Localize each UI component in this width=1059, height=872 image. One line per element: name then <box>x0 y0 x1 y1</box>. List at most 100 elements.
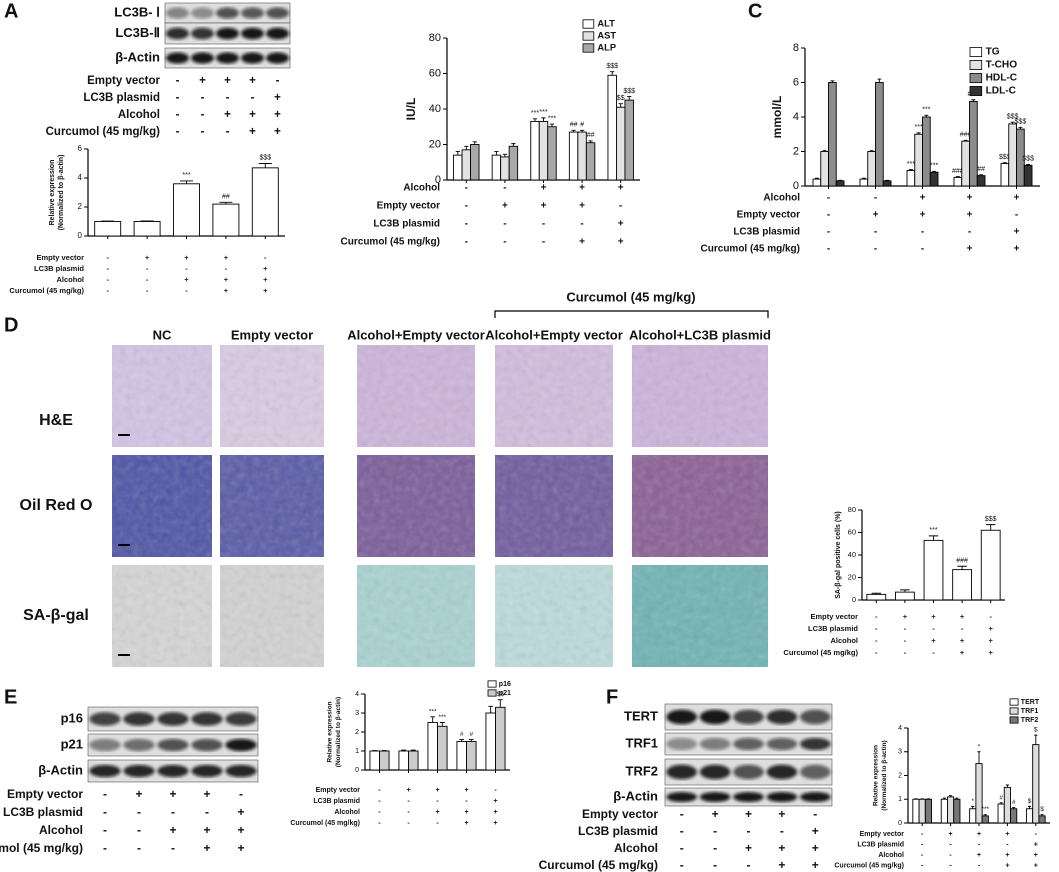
condition-sign: + <box>967 193 973 204</box>
condition-sign: + <box>579 183 585 194</box>
significance-mark: $ <box>1034 727 1038 734</box>
legend-swatch <box>487 680 497 688</box>
significance-mark: $$$ <box>259 155 271 162</box>
condition-sign: - <box>407 809 410 816</box>
error-bar <box>549 123 555 127</box>
y-tick-label: 40 <box>429 103 441 115</box>
significance-mark: $ <box>1028 798 1032 805</box>
condition-sign: - <box>904 648 907 657</box>
legend-label: AST <box>597 30 616 40</box>
condition-sign: - <box>146 264 149 273</box>
y-tick-label: 2 <box>355 729 359 736</box>
condition-label: Curcumol (45 mg/kg) <box>539 858 658 872</box>
bracket <box>494 310 769 318</box>
condition-sign: + <box>1034 852 1038 859</box>
significance-mark: *** <box>930 163 938 170</box>
y-tick-label: 3 <box>898 749 902 756</box>
error-bar <box>1027 805 1032 809</box>
bar <box>94 221 122 237</box>
bar <box>940 798 948 824</box>
significance-mark: *** <box>531 110 539 117</box>
condition-sign: + <box>1005 831 1009 838</box>
error-bar <box>963 139 968 142</box>
blot-band <box>216 27 239 40</box>
condition-sign: - <box>264 253 267 262</box>
condition-label: Alcohol <box>334 809 360 816</box>
condition-sign: - <box>176 109 180 121</box>
bar <box>437 725 448 771</box>
condition-label: Alcohol <box>39 823 83 837</box>
panel-letter: E <box>4 686 17 708</box>
condition-sign: - <box>106 253 109 262</box>
condition-label: Alcohol <box>614 841 658 855</box>
condition-label: Empty vector <box>860 831 905 838</box>
condition-sign: - <box>137 805 141 819</box>
histology-column-label: Alcohol+Empty vector <box>485 327 623 342</box>
bar <box>485 712 496 771</box>
condition-sign: + <box>1034 862 1038 869</box>
condition-sign: - <box>378 820 381 827</box>
condition-sign: + <box>618 183 624 194</box>
error-bar <box>971 805 975 809</box>
bar <box>952 569 972 601</box>
condition-sign: - <box>949 862 952 869</box>
legend-label: ALT <box>597 18 615 28</box>
blot-band <box>733 709 764 725</box>
legend-swatch <box>969 60 983 70</box>
condition-sign: - <box>106 275 109 284</box>
condition-sign: + <box>502 201 508 212</box>
histology-column-label: Alcohol+Empty vector <box>347 327 485 342</box>
error-bar <box>571 129 576 133</box>
condition-sign: + <box>249 109 256 121</box>
bar <box>835 180 845 187</box>
bar <box>981 815 989 824</box>
condition-sign: - <box>146 286 149 295</box>
blot-band <box>266 27 289 40</box>
error-bar <box>468 739 474 742</box>
condition-sign: - <box>874 193 877 204</box>
condition-sign: - <box>680 807 684 821</box>
micrograph-texture <box>495 345 613 447</box>
bar <box>568 131 579 181</box>
condition-label: Empty vector <box>316 787 361 794</box>
condition-sign: - <box>827 244 830 255</box>
significance-mark: ## <box>587 132 595 139</box>
condition-sign: - <box>171 841 175 855</box>
condition-sign: + <box>135 787 142 801</box>
blot-band <box>191 712 223 726</box>
blot-band <box>666 709 698 725</box>
micrograph-texture <box>357 565 475 667</box>
significance-mark: *** <box>915 124 923 131</box>
significance-mark: # <box>460 731 464 738</box>
condition-sign: + <box>224 109 231 121</box>
blot-band <box>191 764 223 778</box>
significance-mark: $ <box>1040 806 1044 813</box>
condition-sign: - <box>904 636 907 645</box>
condition-sign: + <box>493 820 497 827</box>
condition-sign: - <box>921 862 924 869</box>
bar <box>453 154 463 181</box>
error-bar <box>983 814 987 816</box>
significance-mark: # <box>1012 799 1016 806</box>
condition-label: Curcumol (45 mg/kg) <box>341 237 440 248</box>
condition-sign: + <box>274 92 281 104</box>
condition-sign: + <box>169 787 176 801</box>
y-axis-label: (Normalized to β-actin) <box>335 697 342 767</box>
condition-sign: + <box>618 237 624 248</box>
error-bar <box>985 524 996 531</box>
blot-band <box>191 27 214 40</box>
condition-sign: + <box>464 820 468 827</box>
condition-label: Empty vector <box>87 75 160 87</box>
error-bar <box>1018 126 1023 130</box>
blot-band <box>157 764 189 778</box>
blot-band <box>766 709 798 725</box>
legend-label: TRF1 <box>1021 708 1039 715</box>
condition-sign: - <box>921 831 924 838</box>
condition-sign: + <box>435 787 439 794</box>
condition-sign: - <box>542 237 545 248</box>
significance-mark: $$$ <box>999 154 1011 161</box>
condition-sign: - <box>949 841 952 848</box>
condition-sign: - <box>580 219 583 230</box>
bar <box>812 178 822 187</box>
bar <box>895 591 915 601</box>
